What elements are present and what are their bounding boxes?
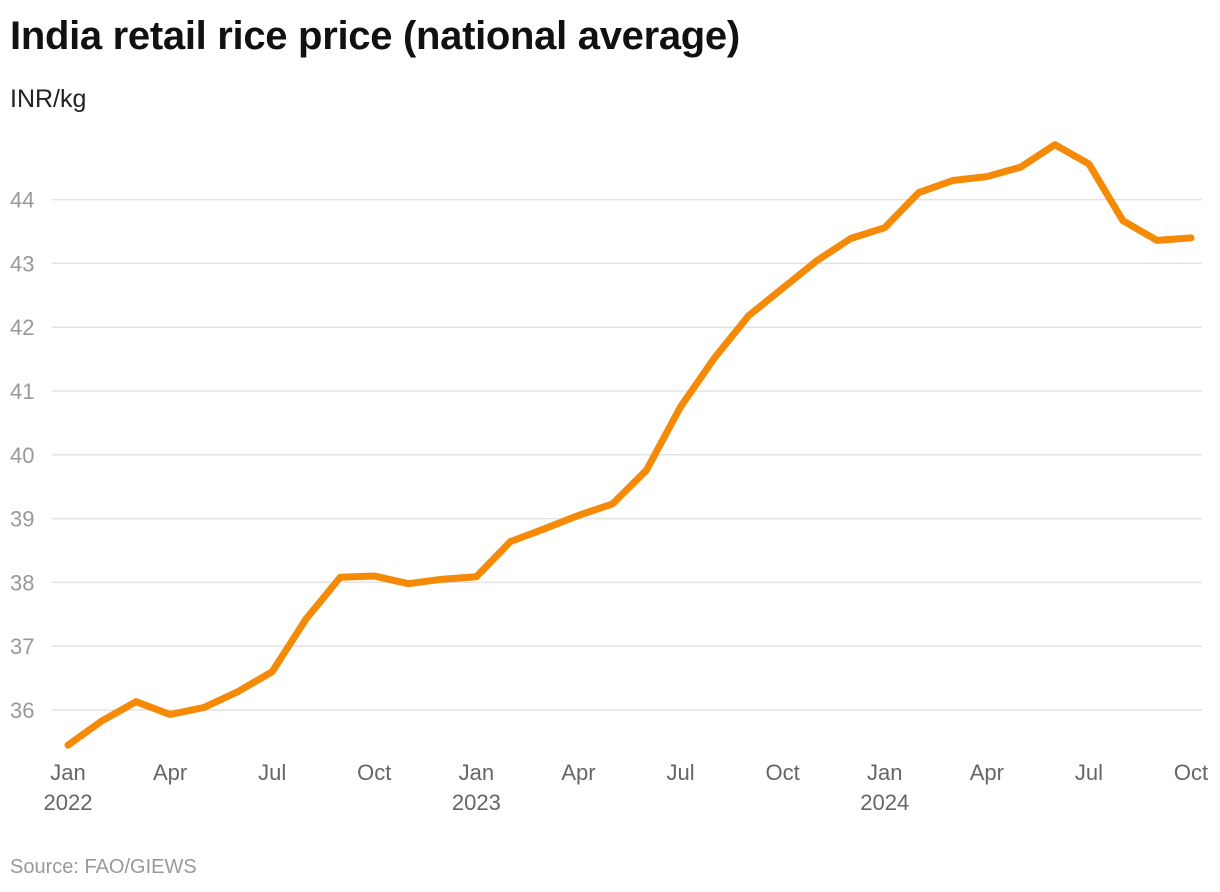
data-point	[1154, 237, 1161, 244]
data-point	[949, 177, 956, 184]
x-tick-year-label: 2023	[452, 790, 501, 815]
x-tick-label: Jul	[258, 760, 286, 785]
y-tick-label: 42	[10, 315, 34, 340]
data-point	[677, 403, 684, 410]
data-point	[813, 257, 820, 264]
data-point	[65, 742, 72, 749]
x-tick-label: Jan	[459, 760, 494, 785]
data-point	[745, 312, 752, 319]
data-point	[915, 189, 922, 196]
x-tick-label: Apr	[153, 760, 187, 785]
x-tick-label: Oct	[1174, 760, 1208, 785]
x-axis-ticks: Jan 2022 Apr Jul Oct Jan 2023 Apr Jul Oct Jan 2024 A…	[44, 760, 1209, 815]
y-tick-label: 39	[10, 507, 34, 532]
data-point	[1085, 160, 1092, 167]
data-point	[235, 688, 242, 695]
data-point	[541, 525, 548, 532]
x-tick-label: Oct	[357, 760, 391, 785]
x-tick-label: Jul	[1075, 760, 1103, 785]
data-point	[167, 711, 174, 718]
y-tick-label: 44	[10, 188, 34, 213]
data-point	[711, 354, 718, 361]
x-tick-label: Jul	[666, 760, 694, 785]
data-point	[99, 717, 106, 724]
y-tick-label: 38	[10, 570, 34, 595]
data-point	[983, 173, 990, 180]
data-point	[201, 704, 208, 711]
data-point	[575, 512, 582, 519]
data-point	[269, 668, 276, 675]
data-point	[1188, 234, 1195, 241]
data-point	[1119, 217, 1126, 224]
y-tick-label: 43	[10, 251, 34, 276]
data-point	[405, 580, 412, 587]
data-point	[779, 285, 786, 292]
chart-title: India retail rice price (national averag…	[10, 14, 740, 58]
x-tick-year-label: 2022	[44, 790, 93, 815]
source-note: Source: FAO/GIEWS	[10, 856, 197, 878]
series-group	[64, 141, 1195, 749]
x-tick-label: Apr	[561, 760, 595, 785]
data-point	[1051, 141, 1058, 148]
x-tick-year-label: 2024	[860, 790, 909, 815]
data-point	[881, 224, 888, 231]
data-point	[337, 574, 344, 581]
data-point	[507, 538, 514, 545]
x-tick-label: Oct	[766, 760, 800, 785]
x-tick-label: Jan	[50, 760, 85, 785]
y-tick-label: 36	[10, 698, 34, 723]
y-tick-label: 40	[10, 443, 34, 468]
data-point	[303, 615, 310, 622]
data-point	[133, 698, 140, 705]
x-tick-label: Jan	[867, 760, 902, 785]
y-tick-label: 37	[10, 634, 34, 659]
data-point	[609, 500, 616, 507]
data-point	[643, 467, 650, 474]
data-point	[439, 576, 446, 583]
data-point	[371, 573, 378, 580]
series-line	[64, 141, 1195, 749]
data-point	[1017, 164, 1024, 171]
data-point	[847, 235, 854, 242]
x-tick-label: Apr	[970, 760, 1004, 785]
y-axis-unit-label: INR/kg	[10, 85, 87, 113]
y-axis-ticks: 36 37 38 39 40 41 42 43 44	[10, 188, 34, 723]
gridlines	[52, 198, 1202, 711]
data-point	[473, 573, 480, 580]
y-tick-label: 41	[10, 379, 34, 404]
